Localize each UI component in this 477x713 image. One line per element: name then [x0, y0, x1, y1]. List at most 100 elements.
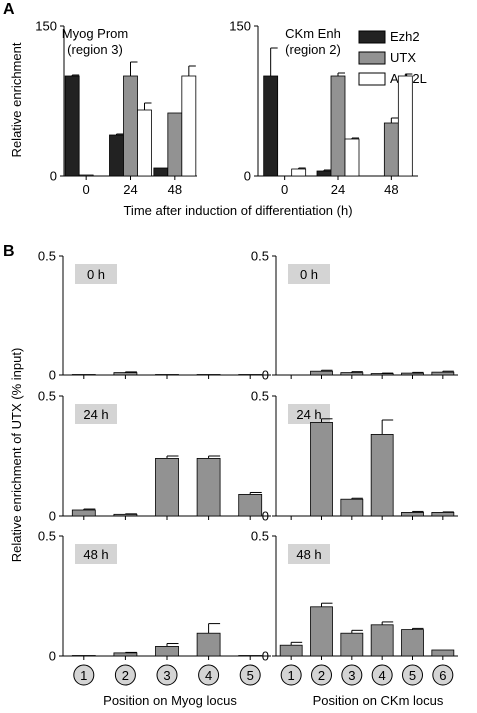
bar-utx-24h — [330, 75, 346, 177]
panel-b-myog-24h-bar-4 — [196, 457, 221, 517]
chart-title-ckm-line1: CKm Enh — [285, 26, 341, 41]
panel-b-ckm-24h-stage-label: 24 h — [296, 407, 321, 422]
legend-swatch-ash2l — [358, 72, 386, 86]
position-marker-ckm-4 — [371, 664, 393, 686]
position-label-ckm-2: 2 — [318, 668, 325, 683]
panel-b-ckm-0h-bar-5 — [401, 372, 424, 376]
panel-b-letter: B — [3, 243, 15, 260]
chart-title-myog-line2: (region 3) — [67, 42, 123, 57]
panel-b-ckm-0h-bar-2 — [310, 370, 333, 376]
panel-b-ckm-48h-stage-box — [288, 544, 330, 564]
panel-b-ckm-24h-stage-box — [288, 404, 330, 424]
panel-b-myog-48h-stage-box — [75, 544, 117, 564]
position-label-myog-2: 2 — [122, 668, 129, 683]
panel-b-ckm-0h-ytick-label-1: 0.5 — [251, 249, 269, 264]
position-marker-myog-3 — [156, 664, 178, 686]
xtick-label-24: 24 — [331, 182, 345, 197]
position-label-myog-5: 5 — [247, 668, 254, 683]
panel-b-ckm-48h-bar-6 — [431, 649, 455, 657]
bar-ezh2-48h — [153, 167, 169, 177]
panel-b-ckm-0h-ytick-label-0: 0 — [262, 368, 269, 383]
panel-a-chart-2-ytick-label-1: 150 — [229, 19, 251, 34]
panel-b-ckm-24h: 0 0.5 24 h — [251, 389, 458, 524]
panel-b-myog-24h-ytick-label-1: 0.5 — [38, 389, 56, 404]
panel-b-ckm-24h-bar-3 — [340, 498, 364, 517]
chart-title-ckm-line2: (region 2) — [285, 42, 341, 57]
panel-b-myog-48h-bar-3 — [155, 646, 179, 657]
xtick-label-48: 48 — [168, 182, 182, 197]
panel-b-myog-24h-bar-5 — [238, 493, 263, 517]
bar-ash2l-24h — [137, 109, 152, 177]
panel-b-ckm-0h-stage-label: 0 h — [300, 267, 318, 282]
panel-b-ckm-48h-bar-2 — [310, 606, 333, 657]
panel-b-ckm-24h-ytick-label-0: 0 — [262, 509, 269, 524]
xtick-label-48: 48 — [384, 182, 398, 197]
panel-b-ckm-24h-bar-4 — [370, 433, 394, 517]
panel-b-ckm-48h-bar-1 — [279, 644, 303, 657]
bar-ash2l-24h — [344, 138, 360, 177]
xtick-label-24: 24 — [123, 182, 137, 197]
panel-b-ckm-48h-stage-label: 48 h — [296, 547, 321, 562]
position-label-ckm-4: 4 — [379, 668, 386, 683]
position-marker-myog-1 — [73, 664, 95, 686]
panel-b-myog-0h-ytick-label-1: 0.5 — [38, 249, 56, 264]
bar-ezh2-0h — [64, 75, 80, 177]
panel-b-ckm-48h-bar-5 — [401, 629, 424, 657]
legend-swatch-utx — [358, 51, 386, 65]
panel-b-myog-48h-bar-4 — [196, 632, 221, 657]
panel-b-ckm-0h-bar-3 — [340, 372, 364, 376]
panel-b-myog-48h-ytick-label-0: 0 — [49, 649, 56, 664]
panel-b-myog-0h: 0 0.5 0 h — [38, 249, 271, 383]
position-label-ckm-6: 6 — [439, 668, 446, 683]
position-label-ckm-3: 3 — [348, 668, 355, 683]
panel-b-myog-48h-ytick-label-1: 0.5 — [38, 529, 56, 544]
position-marker-ckm-5 — [402, 664, 423, 686]
panel-b-ckm-24h-bar-2 — [310, 421, 333, 517]
panel-a-chart-1-ytick-label-0: 0 — [50, 169, 57, 184]
panel-b-ckm-48h-ytick-label-0: 0 — [262, 649, 269, 664]
bar-utx-48h — [383, 122, 399, 177]
panel-b-ckm-24h-ytick-label-1: 0.5 — [251, 389, 269, 404]
chart-title-myog-line1: Myog Prom — [62, 26, 128, 41]
position-marker-myog-5 — [239, 664, 261, 686]
legend-label-ezh2: Ezh2 — [390, 29, 420, 44]
panel-b-myog-48h-bar-2 — [113, 652, 138, 657]
panel-b-myog-24h: 0 0.5 24 h — [38, 389, 271, 524]
panel-b-myog-0h-stage-box — [75, 264, 117, 284]
bar-utx-48h — [167, 112, 183, 177]
position-marker-ckm-6 — [432, 664, 454, 686]
panel-b-ckm-0h-bar-4 — [370, 373, 394, 376]
bar-utx-0h — [78, 174, 94, 177]
panel-b-ckm-48h-bar-4 — [370, 624, 394, 657]
position-marker-ckm-2 — [311, 664, 332, 686]
panel-b-ckm-0h-stage-box — [288, 264, 330, 284]
xtick-label-0: 0 — [281, 182, 288, 197]
panel-b-myog-0h-bar-2 — [113, 372, 138, 376]
panel-a-letter: A — [3, 1, 15, 18]
panel-b-myog-24h-bar-2 — [113, 513, 138, 517]
panel-b-myog-24h-stage-label: 24 h — [83, 407, 108, 422]
panel-a-ylabel: Relative enrichment — [9, 42, 24, 157]
position-marker-myog-4 — [198, 664, 220, 686]
panel-b-myog-24h-bar-1 — [71, 509, 96, 517]
panel-a-chart-2-ytick-label-0: 0 — [244, 169, 251, 184]
panel-a-chart-1-ytick-label-1: 150 — [35, 19, 57, 34]
position-marker-myog-2 — [114, 664, 136, 686]
bar-ash2l-0h — [291, 168, 307, 177]
position-label-ckm-1: 1 — [288, 668, 295, 683]
panel-a-chart-1: 0 150 0 24 48 — [35, 19, 197, 197]
panel-b-ylabel: Relative enrichment of UTX (% input) — [9, 348, 24, 563]
legend-label-utx: UTX — [390, 50, 416, 65]
panel-b-ckm-48h-bar-3 — [340, 632, 364, 657]
panel-b-ckm-24h-bar-6 — [431, 512, 455, 517]
panel-b-ckm-48h: 0 0.5 48 h 1 2 3 4 5 6 — [251, 529, 458, 686]
panel-b-myog-0h-stage-label: 0 h — [87, 267, 105, 282]
xtick-label-0: 0 — [83, 182, 90, 197]
bar-ezh2-24h — [316, 170, 332, 177]
position-label-myog-3: 3 — [163, 668, 170, 683]
position-label-myog-1: 1 — [80, 668, 87, 683]
panel-a-xlabel: Time after induction of differentiation … — [123, 203, 352, 218]
panel-b-myog-24h-ytick-label-0: 0 — [49, 509, 56, 524]
panel-b-myog-48h: 0 0.5 48 h 1 2 3 4 5 — [38, 529, 271, 686]
